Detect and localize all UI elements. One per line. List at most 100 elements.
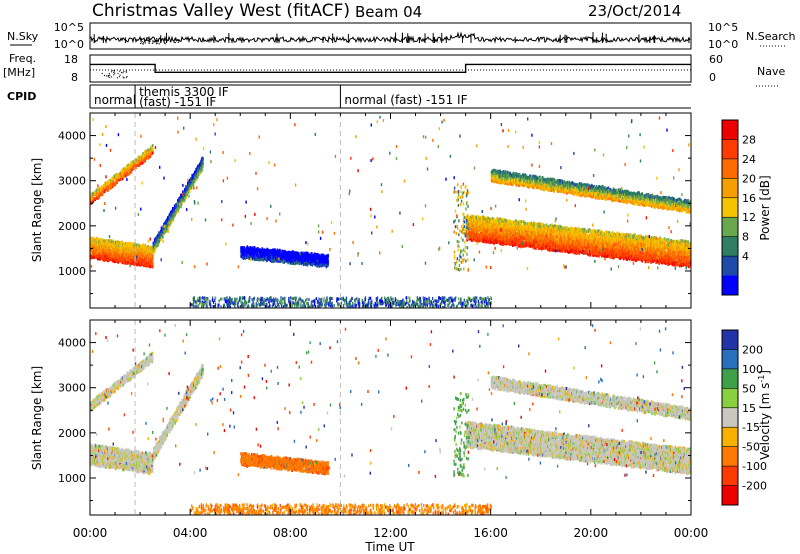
nave-dot	[108, 72, 110, 75]
echo-cell	[112, 177, 115, 180]
nave-dot	[107, 75, 110, 77]
echo-cell	[116, 240, 118, 244]
freq-panel-frame	[89, 54, 692, 83]
echo-cell	[108, 239, 110, 243]
echo-cell	[142, 158, 145, 162]
echo-cell	[96, 255, 98, 259]
freq-label: Freq.	[9, 52, 36, 65]
nave-dot	[113, 71, 115, 73]
nave-dot	[110, 71, 113, 73]
nave-dot	[106, 75, 108, 77]
echo-cell	[100, 256, 103, 260]
echo-cell	[116, 181, 118, 184]
echo-cell	[106, 257, 108, 261]
nave-dot	[122, 72, 124, 74]
echo-cell	[136, 263, 138, 267]
echo-cell	[160, 237, 163, 241]
echo-cell	[98, 195, 100, 199]
nsearch-dot	[155, 41, 157, 43]
plot-title: Christmas Valley West (fitACF)	[92, 1, 350, 21]
echo-cell	[91, 250, 94, 254]
echo-cell	[125, 255, 127, 259]
nave-dot	[108, 76, 110, 79]
echo-cell	[118, 248, 120, 251]
echo-cell	[118, 173, 120, 177]
echo-cell	[115, 240, 117, 244]
nsearch-dot	[156, 38, 158, 40]
echo-cell	[135, 166, 137, 170]
nsearch-dot	[173, 41, 175, 43]
freq-line	[90, 63, 691, 73]
nave-dot	[125, 77, 128, 79]
nsearch-dot	[177, 39, 179, 41]
echo-cell	[111, 179, 113, 183]
echo-cell	[110, 239, 112, 243]
nsearch-dot	[157, 39, 159, 42]
echo-cell	[192, 183, 195, 187]
nsearch-dot	[144, 42, 147, 44]
nsearch-dot	[175, 39, 177, 41]
echo-cell	[140, 161, 142, 165]
echo-cell	[162, 224, 165, 228]
nave-dot	[101, 72, 103, 75]
echo-cell	[145, 251, 147, 255]
echo-cell	[202, 164, 204, 168]
echo-cell	[112, 239, 115, 243]
echo-cell	[111, 246, 113, 250]
echo-cell	[149, 256, 152, 260]
echo-cell	[116, 173, 118, 177]
echo-cell	[132, 260, 135, 263]
echo-cell	[140, 158, 142, 162]
echo-cell	[149, 150, 152, 153]
nave-dot	[117, 72, 119, 75]
nave-dot	[120, 71, 123, 74]
echo-cell	[136, 253, 138, 257]
nave-dot	[113, 70, 116, 72]
echo-cell	[142, 244, 145, 247]
nsearch-tick-top: 10^5	[708, 21, 738, 34]
echo-cell	[157, 243, 160, 246]
nsearch-dot	[140, 37, 142, 40]
echo-cell	[130, 246, 133, 249]
echo-cell	[120, 177, 122, 181]
echo-cell	[145, 253, 148, 257]
echo-cell	[125, 245, 128, 248]
nsearch-label: N.Search	[746, 30, 796, 43]
echo-cell	[149, 263, 152, 267]
nsearch-dot	[151, 40, 154, 42]
echo-cell	[115, 176, 118, 180]
echo-cell	[110, 255, 113, 259]
echo-cell	[130, 170, 133, 174]
echo-cell	[126, 259, 128, 263]
nave-dot	[112, 69, 114, 72]
echo-cell	[96, 257, 99, 261]
echo-cell	[106, 248, 108, 252]
nsearch-dot	[162, 39, 164, 41]
echo-cell	[145, 259, 148, 263]
nsearch-dot	[143, 41, 145, 43]
nsearch-dot	[152, 40, 155, 42]
echo-cell	[101, 193, 104, 197]
echo-cell	[162, 233, 165, 237]
echo-cell	[136, 158, 138, 162]
nsearch-dot	[152, 42, 154, 44]
echo-cell	[152, 261, 154, 265]
echo-cell	[102, 246, 105, 250]
echo-cell	[137, 155, 140, 159]
echo-cell	[129, 241, 131, 245]
echo-cell	[96, 253, 99, 257]
echo-cell	[150, 260, 153, 264]
nsearch-dot	[174, 42, 176, 44]
echo-cell	[108, 181, 110, 185]
echo-cell	[147, 250, 150, 254]
echo-cell	[110, 185, 113, 189]
echo-cell	[91, 253, 93, 257]
echo-cell	[96, 188, 98, 192]
power-panel-bg	[90, 113, 691, 308]
echo-cell	[150, 145, 153, 149]
echo-cell	[131, 253, 134, 257]
nave-dot	[109, 74, 111, 76]
echo-cell	[115, 251, 118, 255]
nsearch-dot	[142, 43, 145, 45]
